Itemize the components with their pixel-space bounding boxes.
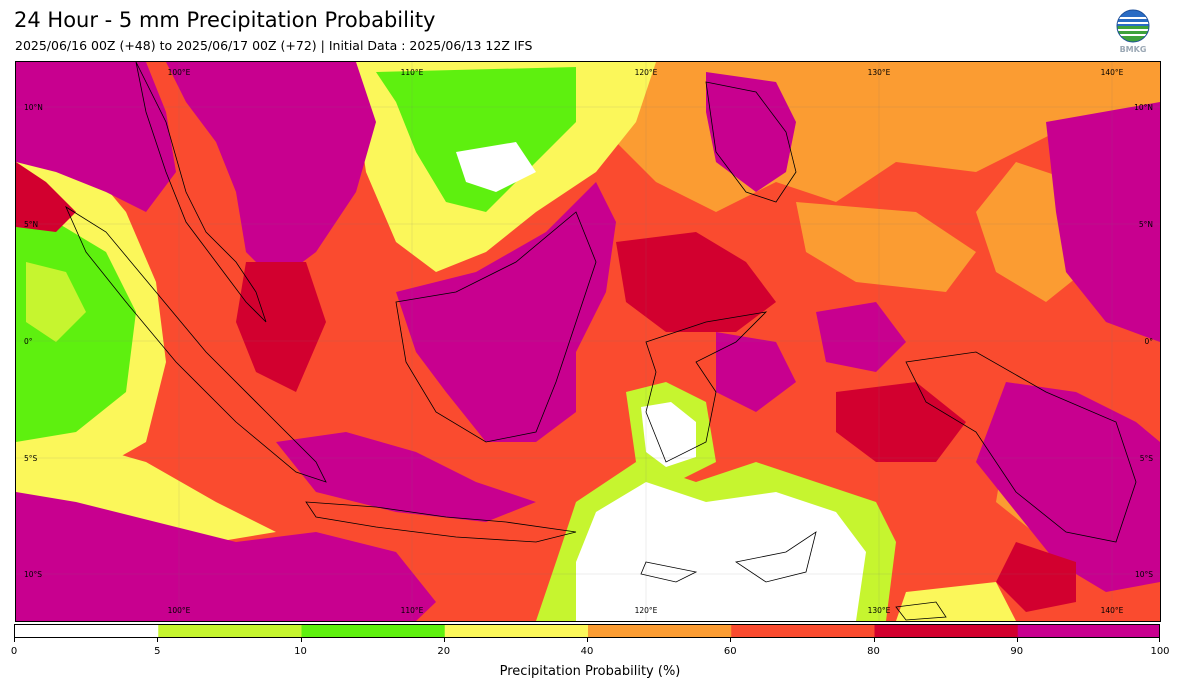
lon-label-bottom: 130°E xyxy=(868,606,891,615)
lat-label-right: 0° xyxy=(1144,337,1153,346)
colorbar-segment xyxy=(301,625,446,637)
lat-label-left: 10°N xyxy=(24,103,43,112)
colorbar-tick-mark xyxy=(587,638,588,642)
colorbar-segment xyxy=(444,625,589,637)
colorbar-tick-mark xyxy=(1159,638,1160,642)
lon-label-bottom: 120°E xyxy=(635,606,658,615)
colorbar-tick-mark xyxy=(300,638,302,642)
lon-label-top: 120°E xyxy=(635,68,658,77)
colorbar-tick-mark xyxy=(157,638,159,642)
bmkg-logo: BMKG xyxy=(1113,9,1153,55)
colorbar-tick-label: 0 xyxy=(10,646,18,657)
colorbar-tick-mark xyxy=(1016,638,1018,642)
colorbar-tick-mark xyxy=(873,638,875,642)
lon-label-top: 130°E xyxy=(868,68,891,77)
colorbar-label: Precipitation Probability (%) xyxy=(499,664,681,679)
colorbar xyxy=(14,624,1160,638)
lon-label-top: 110°E xyxy=(401,68,424,77)
colorbar-tick-label: 60 xyxy=(723,646,737,657)
colorbar-segment xyxy=(588,625,732,637)
colorbar-ticks: 0 5 10 20 40 60 80 90 100 xyxy=(10,638,1170,660)
map-subtitle: 2025/06/16 00Z (+48) to 2025/06/17 00Z (… xyxy=(15,38,533,53)
lat-label-left: 5°S xyxy=(24,454,38,463)
lat-label-right: 10°N xyxy=(1134,103,1153,112)
colorbar-tick-label: 40 xyxy=(580,646,594,657)
colorbar-tick-label: 20 xyxy=(437,646,451,657)
lon-label-top: 100°E xyxy=(168,68,191,77)
lat-label-left: 5°N xyxy=(24,220,38,229)
colorbar-segment xyxy=(874,625,1019,637)
lat-label-left: 10°S xyxy=(24,570,42,579)
logo-text: BMKG xyxy=(1120,45,1147,54)
colorbar-tick-mark xyxy=(730,638,732,642)
colorbar-tick-label: 100 xyxy=(1150,646,1170,657)
colorbar-segment xyxy=(15,625,159,637)
lon-label-top: 140°E xyxy=(1101,68,1124,77)
coastlines xyxy=(65,62,1137,621)
lat-label-left: 0° xyxy=(24,337,33,346)
lat-label-right: 10°S xyxy=(1135,570,1153,579)
map-title: 24 Hour - 5 mm Precipitation Probability xyxy=(14,8,436,32)
colorbar-tick-label: 90 xyxy=(1010,646,1024,657)
colorbar-tick-mark xyxy=(443,638,445,642)
colorbar-tick-label: 5 xyxy=(154,646,161,657)
lon-label-bottom: 140°E xyxy=(1101,606,1124,615)
lon-label-bottom: 110°E xyxy=(401,606,424,615)
colorbar-tick-label: 80 xyxy=(867,646,880,657)
colorbar-segment xyxy=(731,625,875,637)
colorbar-segment xyxy=(1017,625,1159,637)
lat-label-right: 5°N xyxy=(1139,220,1153,229)
colorbar-segment xyxy=(158,625,302,637)
lon-label-bottom: 100°E xyxy=(168,606,191,615)
lat-label-right: 5°S xyxy=(1140,454,1154,463)
colorbar-tick-mark xyxy=(14,638,15,642)
precipitation-map: 100°E 110°E 120°E 130°E 140°E 100°E 110°… xyxy=(15,61,1161,622)
colorbar-tick-label: 10 xyxy=(294,646,307,657)
